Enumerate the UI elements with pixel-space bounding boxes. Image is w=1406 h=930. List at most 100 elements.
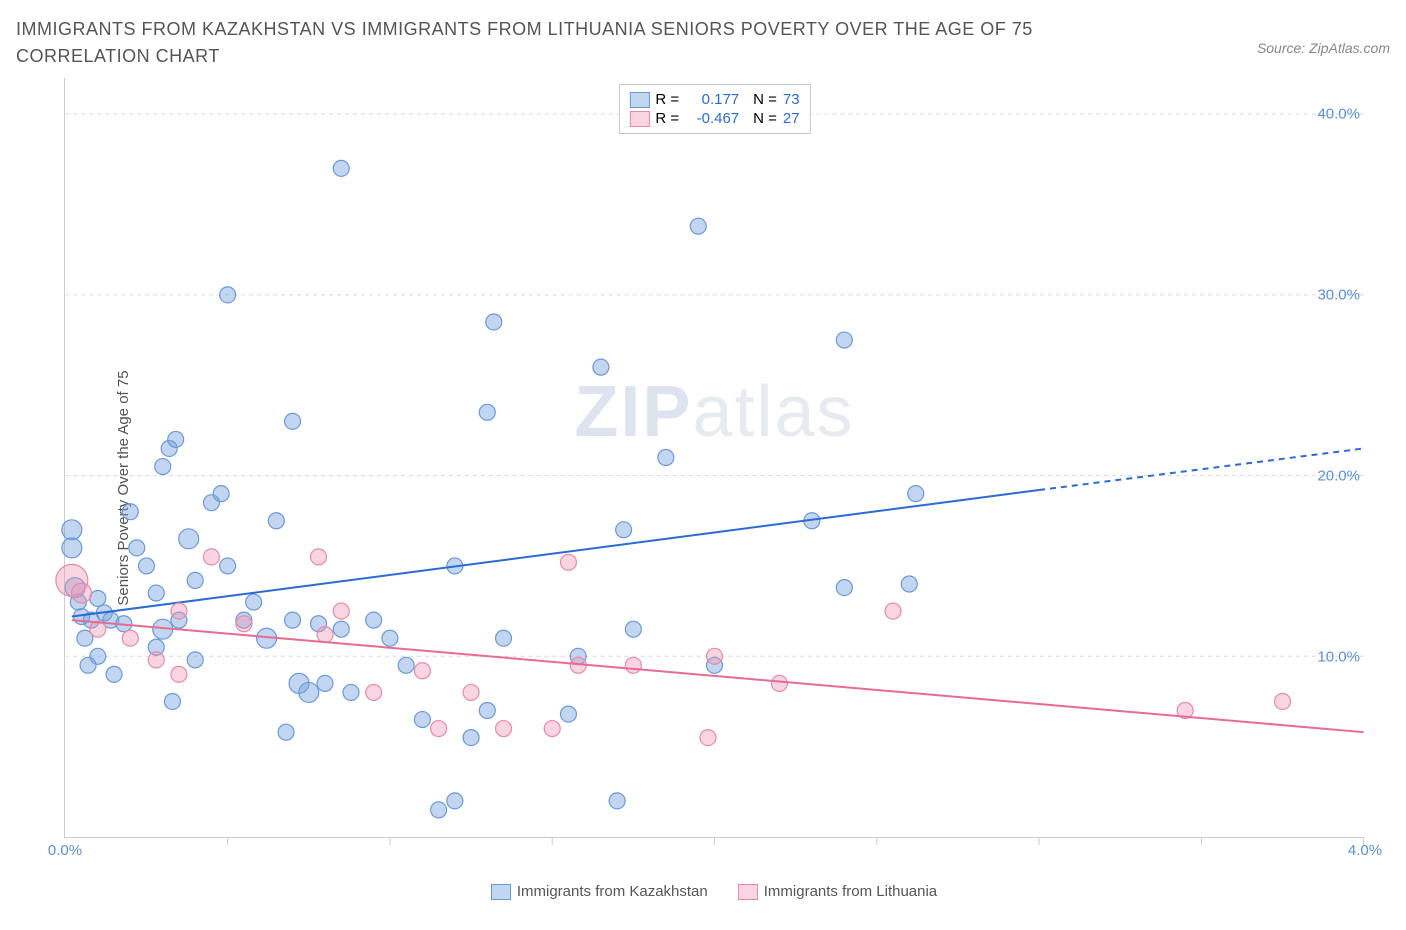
y-tick-label: 40.0% xyxy=(1317,106,1360,123)
scatter-point xyxy=(285,413,301,429)
scatter-point xyxy=(311,549,327,565)
scatter-point xyxy=(593,359,609,375)
scatter-point xyxy=(885,603,901,619)
x-tick-label-left: 0.0% xyxy=(48,842,82,859)
swatch-series1 xyxy=(629,92,649,108)
source-attribution: Source: ZipAtlas.com xyxy=(1257,40,1390,56)
n-label-1: N = xyxy=(753,91,777,108)
y-tick-label: 30.0% xyxy=(1317,287,1360,304)
series-legend: Immigrants from Kazakhstan Immigrants fr… xyxy=(64,883,1364,900)
scatter-point xyxy=(171,666,187,682)
scatter-point xyxy=(62,520,82,540)
legend-item-series1: Immigrants from Kazakhstan xyxy=(491,883,708,900)
scatter-point xyxy=(544,721,560,737)
scatter-point xyxy=(213,486,229,502)
correlation-legend: R = 0.177 N = 73 R = -0.467 N = 27 xyxy=(618,84,810,134)
scatter-point xyxy=(836,580,852,596)
scatter-point xyxy=(560,706,576,722)
scatter-point xyxy=(106,666,122,682)
scatter-point xyxy=(72,583,92,603)
scatter-point xyxy=(901,576,917,592)
scatter-point xyxy=(122,630,138,646)
scatter-point xyxy=(908,486,924,502)
scatter-point xyxy=(486,314,502,330)
legend-row-series1: R = 0.177 N = 73 xyxy=(629,91,799,108)
scatter-point xyxy=(122,504,138,520)
scatter-point xyxy=(220,287,236,303)
scatter-point xyxy=(164,693,180,709)
scatter-point xyxy=(479,703,495,719)
scatter-point xyxy=(171,603,187,619)
legend-label-series2: Immigrants from Lithuania xyxy=(764,883,937,900)
scatter-point xyxy=(479,404,495,420)
r-label-1: R = xyxy=(655,91,679,108)
swatch-series2-b xyxy=(738,884,758,900)
scatter-point xyxy=(463,730,479,746)
r-value-2: -0.467 xyxy=(685,110,739,127)
scatter-point xyxy=(90,590,106,606)
scatter-point xyxy=(414,712,430,728)
scatter-point xyxy=(333,603,349,619)
scatter-point xyxy=(343,684,359,700)
trend-line xyxy=(72,620,1364,732)
scatter-point xyxy=(609,793,625,809)
scatter-point xyxy=(285,612,301,628)
scatter-point xyxy=(317,675,333,691)
scatter-point xyxy=(317,627,333,643)
swatch-series1-b xyxy=(491,884,511,900)
scatter-point xyxy=(836,332,852,348)
scatter-point xyxy=(333,160,349,176)
scatter-point xyxy=(168,431,184,447)
scatter-point xyxy=(80,657,96,673)
scatter-point xyxy=(366,684,382,700)
x-tick-label-right: 4.0% xyxy=(1348,842,1382,859)
scatter-point xyxy=(658,450,674,466)
scatter-point xyxy=(220,558,236,574)
trend-line-extrapolated xyxy=(1039,448,1364,490)
scatter-point xyxy=(299,682,319,702)
chart-title: IMMIGRANTS FROM KAZAKHSTAN VS IMMIGRANTS… xyxy=(16,16,1116,70)
scatter-point xyxy=(707,648,723,664)
r-label-2: R = xyxy=(655,110,679,127)
scatter-point xyxy=(236,616,252,632)
scatter-point xyxy=(496,630,512,646)
scatter-point xyxy=(382,630,398,646)
chart-container: Seniors Poverty Over the Age of 75 ZIPat… xyxy=(16,78,1390,898)
plot-svg xyxy=(65,78,1364,837)
scatter-point xyxy=(139,558,155,574)
scatter-point xyxy=(625,657,641,673)
scatter-point xyxy=(179,529,199,549)
scatter-point xyxy=(1275,693,1291,709)
scatter-point xyxy=(431,721,447,737)
scatter-point xyxy=(278,724,294,740)
legend-row-series2: R = -0.467 N = 27 xyxy=(629,110,799,127)
scatter-point xyxy=(187,652,203,668)
scatter-point xyxy=(463,684,479,700)
n-value-1: 73 xyxy=(783,91,800,108)
scatter-point xyxy=(700,730,716,746)
scatter-point xyxy=(625,621,641,637)
scatter-point xyxy=(447,793,463,809)
scatter-point xyxy=(129,540,145,556)
scatter-point xyxy=(414,663,430,679)
swatch-series2 xyxy=(629,111,649,127)
scatter-point xyxy=(148,652,164,668)
scatter-point xyxy=(616,522,632,538)
legend-item-series2: Immigrants from Lithuania xyxy=(738,883,937,900)
n-label-2: N = xyxy=(753,110,777,127)
r-value-1: 0.177 xyxy=(685,91,739,108)
scatter-point xyxy=(431,802,447,818)
scatter-point xyxy=(333,621,349,637)
y-tick-label: 20.0% xyxy=(1317,468,1360,485)
header: IMMIGRANTS FROM KAZAKHSTAN VS IMMIGRANTS… xyxy=(16,16,1390,70)
scatter-point xyxy=(560,554,576,570)
scatter-point xyxy=(771,675,787,691)
y-tick-label: 10.0% xyxy=(1317,649,1360,666)
scatter-point xyxy=(155,459,171,475)
scatter-point xyxy=(62,538,82,558)
scatter-point xyxy=(148,585,164,601)
legend-label-series1: Immigrants from Kazakhstan xyxy=(517,883,708,900)
scatter-point xyxy=(496,721,512,737)
scatter-point xyxy=(187,572,203,588)
scatter-point xyxy=(690,218,706,234)
